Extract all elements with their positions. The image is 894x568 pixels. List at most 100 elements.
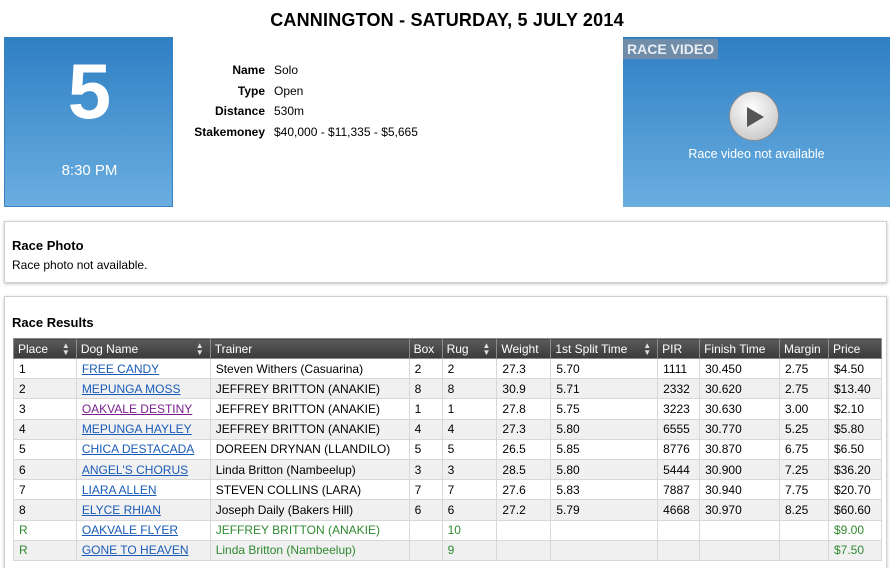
- info-label: Stakemoney: [194, 125, 265, 139]
- column-header-rug[interactable]: Rug ▲ ▼: [441, 338, 498, 359]
- cell-rug: 9: [441, 539, 498, 561]
- info-label: Name: [232, 63, 265, 77]
- cell-split: 5.70: [550, 357, 659, 380]
- sort-arrows-icon: ▲ ▼: [61, 341, 70, 357]
- dog-name-link[interactable]: ANGEL'S CHORUS: [81, 462, 189, 477]
- cell-split: [550, 519, 659, 541]
- cell-dog-name: MEPUNGA HAYLEY: [75, 418, 211, 440]
- cell-place: 8: [13, 499, 77, 521]
- dog-name-link[interactable]: OAKVALE DESTINY: [81, 401, 193, 416]
- cell-dog-name: MEPUNGA MOSS: [75, 378, 211, 400]
- cell-margin: [779, 519, 829, 541]
- cell-price: $20.70: [827, 479, 883, 501]
- cell-finish: 30.940: [699, 479, 780, 501]
- dog-name-link[interactable]: GONE TO HEAVEN: [81, 543, 189, 558]
- column-header-place[interactable]: Place ▲ ▼: [13, 338, 77, 359]
- race-time: 8:30 PM: [61, 162, 118, 179]
- info-value: Open: [274, 84, 304, 98]
- cell-finish: [699, 519, 780, 541]
- info-row-name: Name Solo: [173, 63, 623, 83]
- cell-pir: 5444: [657, 458, 701, 481]
- cell-trainer: DOREEN DRYNAN (LLANDILO): [209, 438, 410, 460]
- play-button[interactable]: [729, 91, 779, 141]
- race-photo-panel: Race Photo Race photo not available.: [4, 221, 887, 283]
- cell-weight: 26.5: [496, 438, 552, 460]
- cell-finish: 30.870: [699, 438, 780, 460]
- cell-price: $36.20: [827, 458, 883, 481]
- column-header-weight: Weight: [496, 338, 552, 359]
- cell-place: 1: [13, 357, 77, 380]
- info-row-type: Type Open: [173, 84, 623, 104]
- sort-arrows-icon: ▲ ▼: [482, 341, 491, 357]
- cell-trainer: Steven Withers (Casuarina): [209, 357, 410, 380]
- race-photo-title: Race Photo: [12, 238, 84, 253]
- cell-split: 5.80: [550, 418, 659, 440]
- info-row-distance: Distance 530m: [173, 104, 623, 124]
- cell-price: $6.50: [827, 438, 883, 460]
- column-header-margin: Margin: [779, 338, 829, 359]
- cell-margin: 7.25: [779, 458, 829, 481]
- cell-margin: 5.25: [779, 418, 829, 440]
- cell-place: 7: [13, 479, 77, 501]
- cell-box: 3: [408, 458, 443, 481]
- dog-name-link[interactable]: OAKVALE FLYER: [81, 523, 179, 538]
- cell-price: $60.60: [827, 499, 883, 521]
- cell-finish: 30.900: [699, 458, 780, 481]
- cell-split: 5.83: [550, 479, 659, 501]
- cell-box: [408, 539, 443, 561]
- cell-price: $4.50: [827, 357, 883, 380]
- dog-name-link[interactable]: MEPUNGA HAYLEY: [81, 422, 192, 437]
- cell-price: $5.80: [827, 418, 883, 440]
- cell-pir: 1111: [657, 357, 701, 380]
- cell-rug: 5: [441, 438, 498, 460]
- cell-place: 6: [13, 458, 77, 481]
- cell-pir: 2332: [657, 378, 701, 400]
- race-number: 5: [67, 47, 112, 135]
- table-row: 6 ANGEL'S CHORUS Linda Britton (Nambeelup)…: [13, 458, 883, 481]
- dog-name-link[interactable]: LIARA ALLEN: [81, 482, 157, 497]
- cell-trainer: JEFFREY BRITTON (ANAKIE): [209, 378, 410, 400]
- cell-trainer: Linda Britton (Nambeelup): [209, 458, 410, 481]
- column-header-pir: PIR: [657, 338, 701, 359]
- cell-weight: 30.9: [496, 378, 552, 400]
- cell-pir: 8776: [657, 438, 701, 460]
- cell-pir: 7887: [657, 479, 701, 501]
- cell-price: $2.10: [827, 398, 883, 420]
- race-info: Name Solo Type Open Distance 530m Stakem…: [173, 37, 623, 207]
- cell-rug: 6: [441, 499, 498, 521]
- dog-name-link[interactable]: MEPUNGA MOSS: [81, 381, 181, 396]
- dog-name-link[interactable]: CHICA DESTACADA: [81, 442, 195, 457]
- cell-dog-name: ANGEL'S CHORUS: [75, 458, 211, 481]
- cell-box: [408, 519, 443, 541]
- cell-place: 2: [13, 378, 77, 400]
- cell-margin: 8.25: [779, 499, 829, 521]
- cell-price: $7.50: [827, 539, 883, 561]
- cell-split: 5.75: [550, 398, 659, 420]
- cell-box: 2: [408, 357, 443, 380]
- cell-pir: 4668: [657, 499, 701, 521]
- column-header-split[interactable]: 1st Split Time ▲ ▼: [550, 338, 659, 359]
- info-value: $40,000 - $11,335 - $5,665: [274, 125, 418, 139]
- cell-weight: 28.5: [496, 458, 552, 481]
- column-header-box: Box: [408, 338, 443, 359]
- race-header: 5 8:30 PM Name Solo Type Open Distance 5…: [4, 37, 890, 207]
- race-video-tag: RACE VIDEO: [623, 39, 719, 59]
- column-header-finish-time: Finish Time: [699, 338, 780, 359]
- cell-box: 7: [408, 479, 443, 501]
- table-row: R OAKVALE FLYER JEFFREY BRITTON (ANAKIE) 10…: [13, 519, 883, 541]
- column-header-dog-name[interactable]: Dog Name ▲ ▼: [75, 338, 211, 359]
- cell-price: $9.00: [827, 519, 883, 541]
- cell-weight: 27.3: [496, 357, 552, 380]
- dog-name-link[interactable]: ELYCE RHIAN: [81, 502, 161, 517]
- cell-split: 5.85: [550, 438, 659, 460]
- cell-price: $13.40: [827, 378, 883, 400]
- cell-margin: 6.75: [779, 438, 829, 460]
- cell-place: 3: [13, 398, 77, 420]
- cell-rug: 10: [441, 519, 498, 541]
- cell-place: R: [13, 519, 77, 541]
- dog-name-link[interactable]: FREE CANDY: [81, 361, 160, 376]
- cell-dog-name: OAKVALE DESTINY: [75, 398, 211, 420]
- info-value: 530m: [274, 104, 305, 118]
- race-number-box: 5 8:30 PM: [4, 37, 173, 207]
- cell-dog-name: OAKVALE FLYER: [75, 519, 211, 541]
